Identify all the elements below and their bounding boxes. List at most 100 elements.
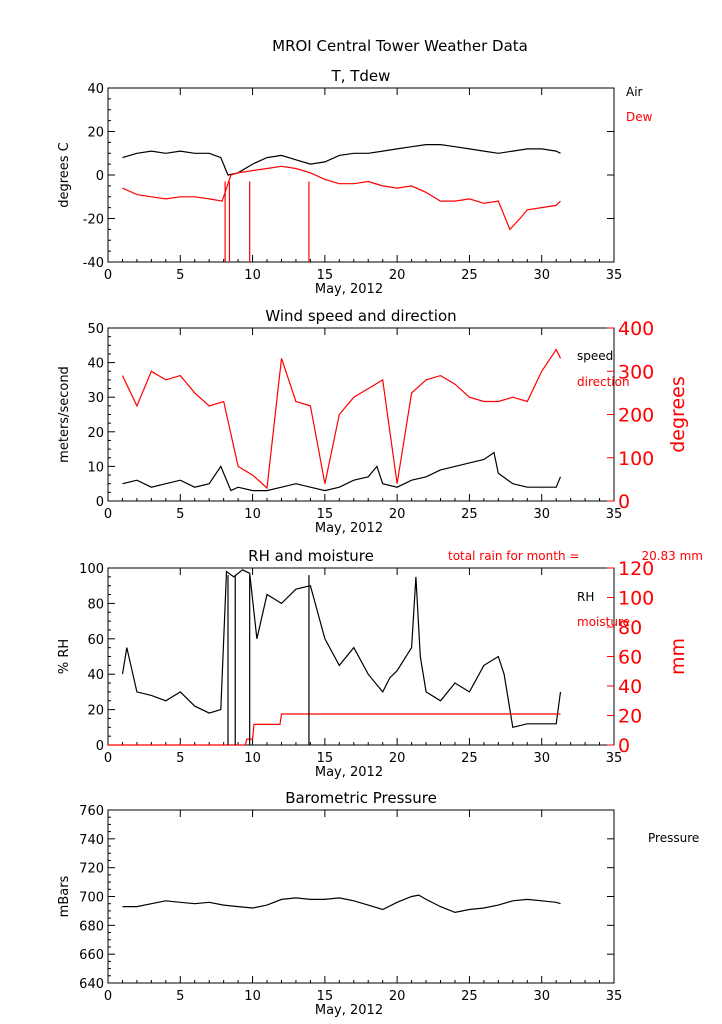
y-axis-label: % RH: [57, 639, 72, 674]
x-tick-label: 5: [176, 751, 184, 766]
x-tick-label: 5: [176, 268, 184, 283]
legend-direction: direction: [577, 375, 630, 389]
y-axis-label: mBars: [57, 875, 72, 917]
x-tick-label: 25: [461, 268, 478, 283]
x-tick-label: 35: [606, 507, 623, 522]
y-tick-label: 0: [96, 739, 104, 754]
y-right-tick-label: 100: [618, 448, 654, 470]
panel-title: Wind speed and direction: [265, 307, 456, 325]
x-tick-label: 15: [317, 751, 334, 766]
y-tick-label: -20: [83, 213, 104, 228]
panel-title: T, Tdew: [331, 67, 391, 85]
rain-total-value: 20.83 mm: [641, 549, 703, 563]
y-tick-label: 30: [87, 391, 104, 406]
x-tick-label: 0: [104, 507, 112, 522]
series-line-moisture: [108, 713, 561, 746]
y-axis-label: degrees C: [57, 142, 72, 208]
y-right-axis-label: degrees: [667, 376, 689, 452]
x-tick-label: 25: [461, 751, 478, 766]
y-right-axis-label: mm: [667, 638, 689, 675]
series-line-direction: [121, 348, 562, 490]
series-line-rh: [121, 569, 562, 729]
rain-total-label: total rain for month =: [448, 549, 579, 563]
x-tick-label: 20: [389, 989, 406, 1004]
x-tick-label: 10: [244, 507, 261, 522]
y-right-tick-label: 60: [618, 647, 642, 669]
x-tick-label: 15: [317, 507, 334, 522]
y-tick-label: -40: [83, 256, 104, 271]
x-tick-label: 10: [244, 989, 261, 1004]
y-tick-label: 0: [96, 169, 104, 184]
y-tick-label: 760: [79, 804, 104, 819]
x-tick-label: 25: [461, 989, 478, 1004]
series-line-air: [122, 144, 561, 176]
x-tick-label: 35: [606, 268, 623, 283]
temperature-panel: T, Tdew 0 5 10 15 20 25 30 35 May, 2012 -40 -20 0 20 4…: [57, 67, 653, 297]
x-tick-label: 30: [533, 989, 550, 1004]
x-tick-label: 30: [533, 268, 550, 283]
x-tick-label: 0: [104, 751, 112, 766]
x-tick-label: 25: [461, 507, 478, 522]
x-tick-label: 35: [606, 989, 623, 1004]
y-right-tick-label: 20: [618, 706, 642, 728]
y-right-tick-label: 80: [618, 617, 642, 639]
pressure-panel: Barometric Pressure 0 5 10 15 20 25 30 35 May, 20…: [57, 789, 699, 1018]
y-right-tick-label: 120: [618, 558, 654, 580]
x-axis-label: May, 2012: [315, 521, 383, 536]
y-tick-label: 660: [79, 948, 104, 963]
x-tick-label: 15: [317, 268, 334, 283]
humidity-panel: RH and moisture total rain for month = 20.…: [57, 547, 703, 780]
y-tick-label: 680: [79, 919, 104, 934]
x-tick-label: 5: [176, 507, 184, 522]
series-line-speed: [122, 451, 562, 492]
x-tick-label: 10: [244, 751, 261, 766]
x-tick-label: 0: [104, 268, 112, 283]
legend-dew: Dew: [626, 110, 653, 124]
x-tick-label: 5: [176, 989, 184, 1004]
panel-title: RH and moisture: [248, 547, 374, 565]
y-tick-label: 80: [87, 597, 104, 612]
y-tick-label: 40: [87, 82, 104, 97]
y-axis-label: meters/second: [57, 366, 72, 463]
y-tick-label: 10: [87, 460, 104, 475]
y-right-tick-label: 0: [618, 491, 630, 513]
wind-panel: Wind speed and direction 0 5 10 15 20 25 30 35 Ma…: [57, 307, 689, 536]
y-right-tick-label: 100: [618, 588, 654, 610]
legend-pressure: Pressure: [648, 831, 699, 845]
series-line-dew: [122, 165, 561, 231]
panel-title: Barometric Pressure: [285, 789, 437, 807]
plot-frame: [107, 809, 615, 984]
y-right-tick-label: 0: [618, 735, 630, 757]
y-tick-label: 20: [87, 704, 104, 719]
x-tick-label: 20: [389, 507, 406, 522]
plot-frame: [107, 87, 615, 263]
x-tick-label: 35: [606, 751, 623, 766]
x-tick-label: 30: [533, 507, 550, 522]
y-tick-label: 40: [87, 668, 104, 683]
legend-moisture: moisture: [577, 615, 630, 629]
y-right-tick-label: 40: [618, 676, 642, 698]
x-tick-label: 20: [389, 751, 406, 766]
plot-frame: [107, 567, 615, 746]
x-axis-label: May, 2012: [315, 1003, 383, 1018]
y-tick-label: 720: [79, 862, 104, 877]
y-tick-label: 640: [79, 977, 104, 992]
x-axis-label: May, 2012: [315, 282, 383, 297]
x-tick-label: 20: [389, 268, 406, 283]
y-right-tick-label: 400: [618, 318, 654, 340]
plot-frame: [107, 327, 615, 502]
y-tick-label: 20: [87, 426, 104, 441]
x-tick-label: 0: [104, 989, 112, 1004]
y-right-tick-label: 300: [618, 361, 654, 383]
legend-air: Air: [626, 85, 643, 99]
y-tick-label: 60: [87, 633, 104, 648]
y-tick-label: 40: [87, 357, 104, 372]
legend-speed: speed: [577, 349, 613, 363]
x-axis-label: May, 2012: [315, 765, 383, 780]
series-line-pressure: [122, 894, 561, 914]
y-tick-label: 740: [79, 833, 104, 848]
y-tick-label: 0: [96, 495, 104, 510]
legend-rh: RH: [577, 590, 594, 604]
x-tick-label: 10: [244, 268, 261, 283]
